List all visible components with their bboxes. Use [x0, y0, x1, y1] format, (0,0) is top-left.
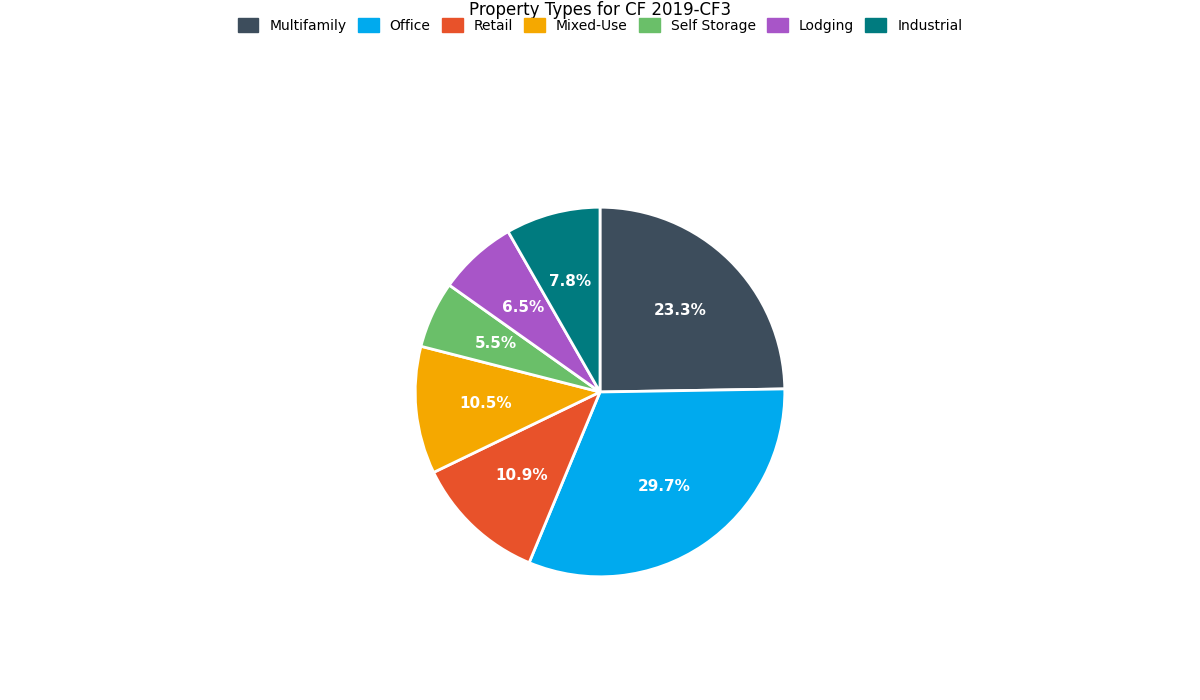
- Wedge shape: [600, 207, 785, 392]
- Text: 23.3%: 23.3%: [654, 303, 707, 318]
- Wedge shape: [529, 389, 785, 577]
- Text: 10.5%: 10.5%: [460, 396, 512, 411]
- Wedge shape: [421, 285, 600, 392]
- Legend: Multifamily, Office, Retail, Mixed-Use, Self Storage, Lodging, Industrial: Multifamily, Office, Retail, Mixed-Use, …: [230, 11, 970, 40]
- Text: 6.5%: 6.5%: [502, 300, 544, 315]
- Wedge shape: [508, 207, 600, 392]
- Wedge shape: [449, 232, 600, 392]
- Title: Property Types for CF 2019-CF3: Property Types for CF 2019-CF3: [469, 1, 731, 19]
- Wedge shape: [415, 346, 600, 472]
- Wedge shape: [433, 392, 600, 563]
- Text: 29.7%: 29.7%: [638, 480, 691, 494]
- Text: 10.9%: 10.9%: [494, 468, 547, 483]
- Text: 5.5%: 5.5%: [475, 337, 517, 351]
- Text: 7.8%: 7.8%: [550, 274, 592, 289]
